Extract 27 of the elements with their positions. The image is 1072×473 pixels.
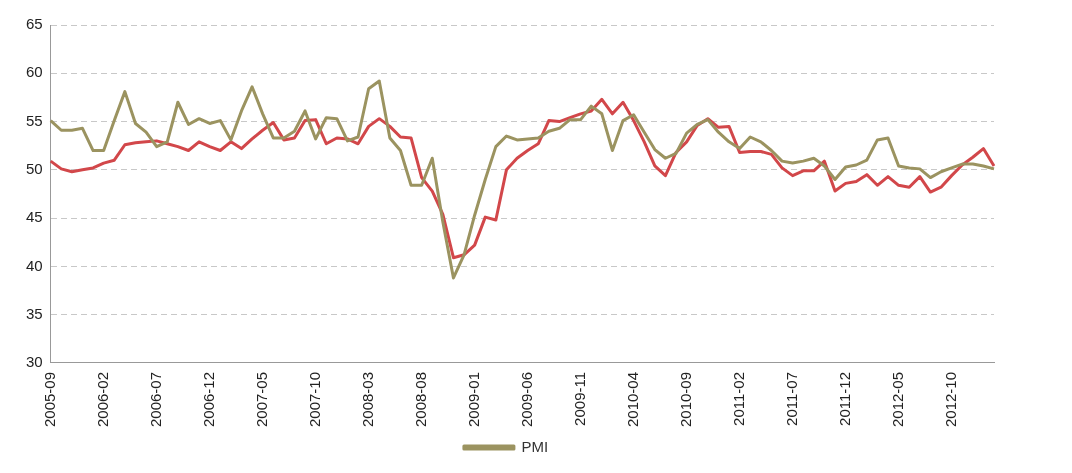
x-tick-label: 2006-02 bbox=[93, 371, 111, 428]
x-tick-label: 2011-02 bbox=[729, 371, 747, 426]
y-tick-label: 55 bbox=[26, 111, 43, 129]
x-tick-label: 2011-07 bbox=[782, 371, 800, 426]
x-tick-label: 2010-09 bbox=[676, 371, 694, 428]
x-tick-label: 2007-05 bbox=[252, 371, 270, 428]
x-tick-label: 2008-03 bbox=[358, 371, 376, 428]
x-tick-label: 2008-08 bbox=[411, 371, 429, 428]
y-tick-label: 45 bbox=[26, 208, 43, 226]
x-tick-label: 2006-12 bbox=[199, 371, 217, 428]
x-tick-label: 2012-10 bbox=[941, 371, 959, 428]
y-tick-label: 60 bbox=[26, 63, 43, 81]
x-tick-label: 2011-12 bbox=[835, 371, 853, 426]
x-tick-label: 2009-11 bbox=[570, 371, 588, 426]
y-tick-label: 50 bbox=[26, 159, 43, 177]
x-tick-label: 2009-06 bbox=[517, 371, 535, 428]
y-tick-label: 30 bbox=[26, 353, 43, 371]
x-tick-label: 2010-04 bbox=[623, 371, 641, 428]
y-tick-label: 65 bbox=[26, 15, 43, 33]
y-tick-label: 35 bbox=[26, 304, 43, 322]
y-tick-label: 40 bbox=[26, 256, 43, 274]
x-tick-label: 2009-01 bbox=[464, 371, 482, 428]
legend-label: PMI bbox=[521, 437, 549, 455]
x-tick-label: 2006-07 bbox=[146, 371, 164, 428]
x-tick-label: 2005-09 bbox=[40, 371, 58, 428]
x-tick-label: 2012-05 bbox=[888, 371, 906, 428]
x-tick-label: 2007-10 bbox=[305, 371, 323, 428]
